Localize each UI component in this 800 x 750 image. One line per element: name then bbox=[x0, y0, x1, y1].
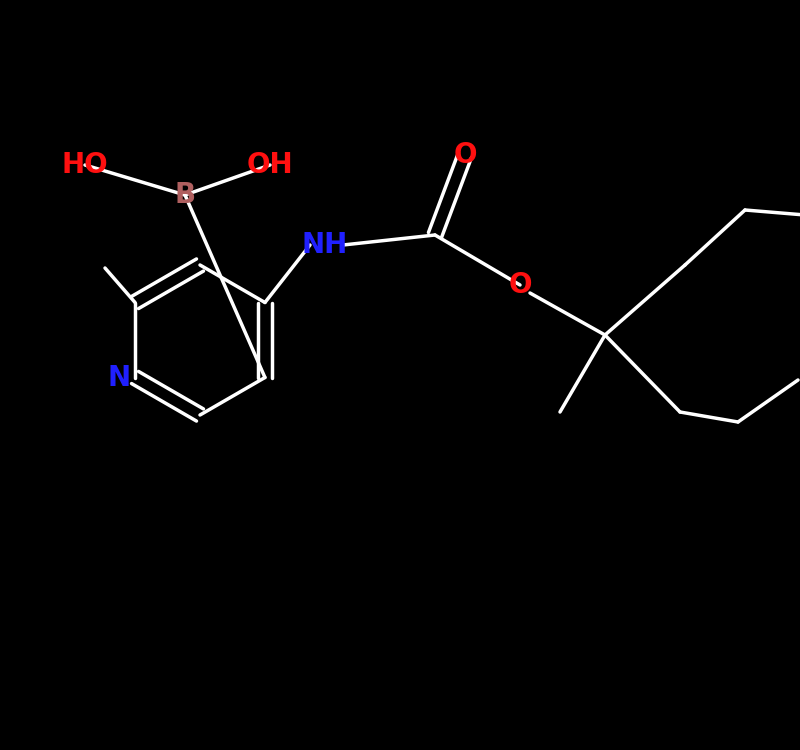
Text: O: O bbox=[454, 141, 477, 169]
Text: N: N bbox=[107, 364, 130, 392]
Text: HO: HO bbox=[62, 151, 108, 179]
Text: B: B bbox=[174, 181, 195, 209]
Text: OH: OH bbox=[246, 151, 294, 179]
Text: NH: NH bbox=[302, 231, 348, 259]
Text: O: O bbox=[508, 271, 532, 299]
